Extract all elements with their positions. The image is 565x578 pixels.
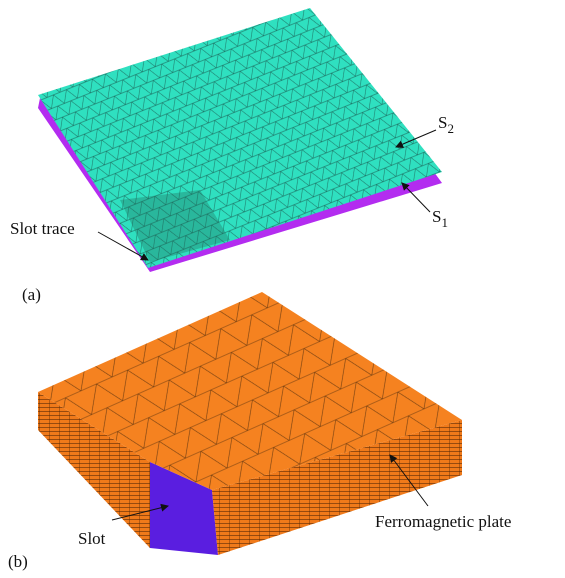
panel-b: Slot Ferromagnetic plate (b) bbox=[8, 292, 511, 571]
label-slot: Slot bbox=[78, 529, 106, 548]
left-face-layers bbox=[38, 392, 150, 548]
arrow-s1 bbox=[401, 182, 431, 213]
arrow-plate bbox=[389, 454, 429, 507]
label-plate: Ferromagnetic plate bbox=[375, 512, 511, 531]
arrow-s2 bbox=[395, 129, 437, 148]
label-s1: S1 bbox=[432, 207, 448, 230]
mesh-s2 bbox=[38, 8, 442, 268]
label-slot-trace: Slot trace bbox=[10, 219, 75, 238]
panel-a: S2 S1 Slot trace (a) bbox=[10, 8, 454, 304]
arrow-slot-trace bbox=[97, 231, 149, 261]
dense-mesh bbox=[120, 190, 230, 262]
label-s2: S2 bbox=[438, 113, 454, 136]
arrow-slot bbox=[111, 503, 169, 521]
top-face-mesh bbox=[38, 292, 462, 490]
panel-label: (a) bbox=[22, 285, 41, 304]
slot-face bbox=[150, 462, 218, 555]
panel-label: (b) bbox=[8, 552, 28, 571]
right-face-layers bbox=[212, 420, 462, 555]
